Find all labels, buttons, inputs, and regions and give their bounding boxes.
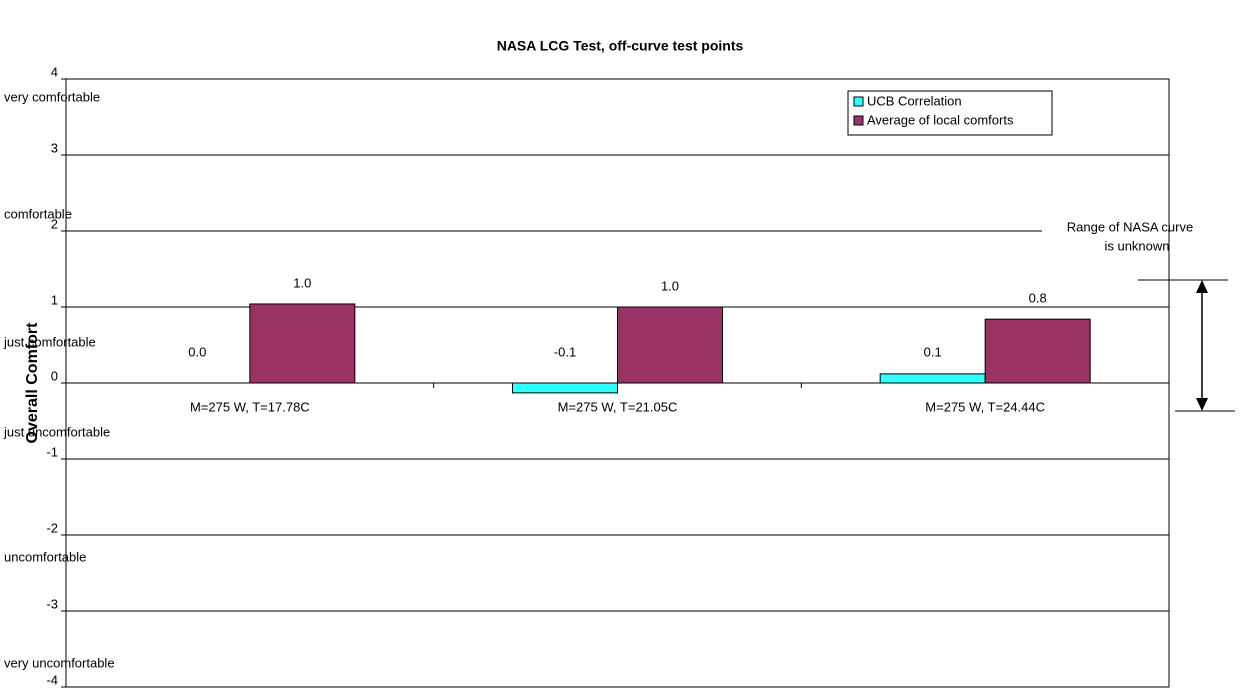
- value-label: 0.0: [188, 344, 206, 359]
- y-tick-label: 2: [51, 216, 58, 231]
- bar: [249, 303, 356, 384]
- legend-box: [847, 90, 1053, 136]
- x-tick-label: M=275 W, T=24.44C: [925, 399, 1045, 414]
- y-tick-label: -2: [46, 520, 58, 535]
- value-label: 1.0: [293, 275, 311, 290]
- legend-swatch: [853, 115, 864, 126]
- y-tick-label: -3: [46, 596, 58, 611]
- value-label: -0.1: [554, 344, 576, 359]
- legend-label: UCB Correlation: [867, 93, 962, 108]
- bar: [879, 373, 986, 384]
- x-tick-label: M=275 W, T=17.78C: [190, 399, 310, 414]
- chart-title: NASA LCG Test, off-curve test points: [497, 38, 744, 54]
- y-tick-label: -1: [46, 444, 58, 459]
- comfort-label: just uncomfortable: [3, 424, 110, 439]
- arrow-head: [1196, 398, 1208, 411]
- comfort-label: comfortable: [4, 206, 72, 221]
- bar: [984, 318, 1091, 384]
- x-tick-label: M=275 W, T=21.05C: [558, 399, 678, 414]
- y-tick-label: 4: [51, 64, 58, 79]
- y-axis-label: Overall Comfort: [24, 322, 41, 444]
- bar: [512, 382, 618, 394]
- y-tick-label: 1: [51, 292, 58, 307]
- comfort-label: uncomfortable: [4, 549, 86, 564]
- annotation-bg: [1042, 218, 1168, 258]
- y-tick-label: 0: [51, 368, 58, 383]
- value-label: 0.8: [1029, 291, 1047, 306]
- y-tick-label: 3: [51, 140, 58, 155]
- comfort-label: very uncomfortable: [4, 655, 115, 670]
- arrow-head: [1196, 280, 1208, 293]
- value-label: 0.1: [924, 344, 942, 359]
- y-tick-label: -4: [46, 672, 58, 687]
- annotation: Range of NASA curve: [1067, 219, 1193, 234]
- comfort-label: very comfortable: [4, 89, 100, 104]
- comfort-label: just comfortable: [3, 334, 96, 349]
- legend-label: Average of local comforts: [867, 112, 1014, 127]
- annotation: is unknown: [1104, 238, 1169, 253]
- value-label: 1.0: [661, 278, 679, 293]
- bar: [617, 306, 723, 384]
- legend-swatch: [853, 96, 864, 107]
